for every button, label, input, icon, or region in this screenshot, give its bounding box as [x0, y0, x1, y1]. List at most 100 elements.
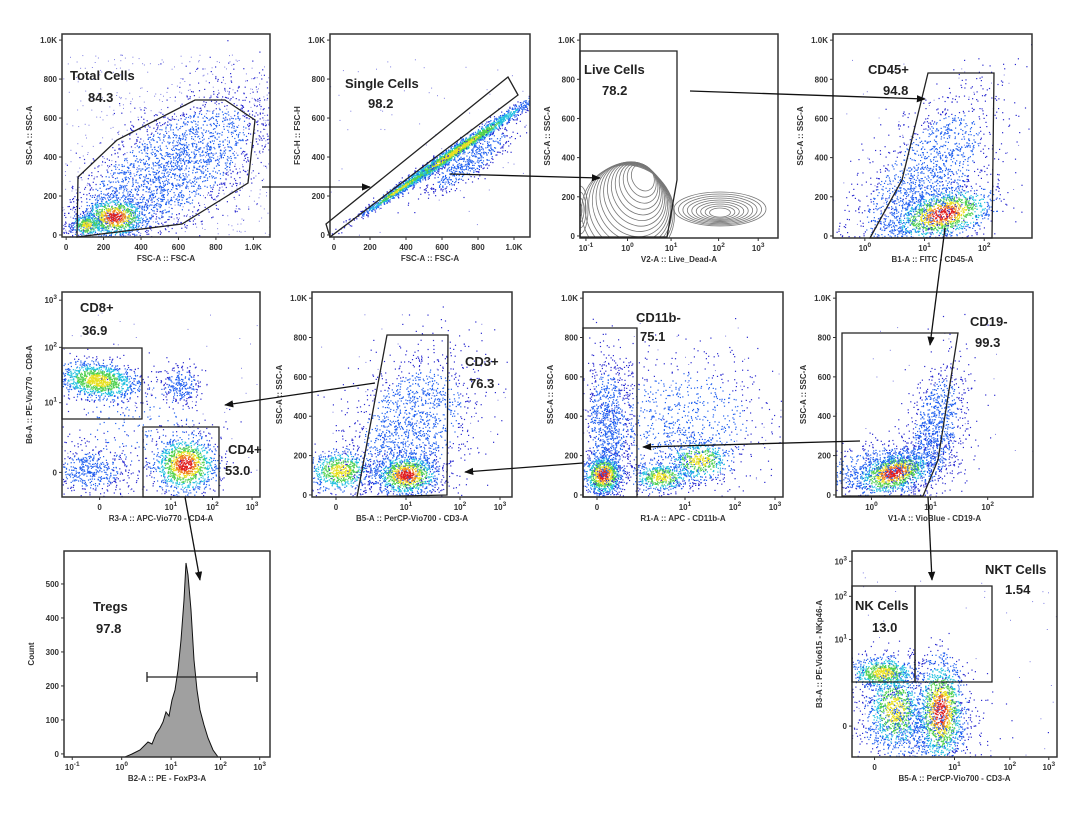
event-dot — [124, 195, 126, 197]
event-dot — [198, 151, 200, 153]
event-dot — [110, 226, 112, 228]
event-dot — [226, 169, 228, 171]
gate[interactable] — [76, 99, 256, 238]
event-dot — [175, 134, 177, 136]
event-dot — [70, 149, 72, 151]
event-dot — [304, 158, 305, 159]
event-dot — [134, 234, 136, 236]
event-dot — [82, 230, 84, 232]
event-dot — [130, 101, 132, 103]
event-dot — [161, 199, 163, 201]
event-dot — [154, 153, 156, 155]
event-dot — [203, 138, 205, 140]
event-dot — [216, 104, 217, 106]
event-dot — [173, 196, 175, 198]
event-dot — [101, 217, 103, 219]
event-dot — [103, 212, 105, 214]
event-dot — [85, 259, 86, 260]
event-dot — [106, 226, 108, 228]
event-dot — [242, 140, 244, 142]
event-dot — [115, 211, 117, 213]
event-dot — [226, 166, 228, 168]
event-dot — [164, 155, 166, 157]
event-dot — [107, 231, 109, 233]
event-dot — [125, 254, 126, 255]
event-dot — [123, 202, 125, 204]
event-dot — [134, 147, 136, 149]
event-dot — [56, 270, 57, 271]
event-dot — [95, 183, 97, 186]
event-dot — [96, 116, 98, 118]
event-dot — [170, 160, 172, 162]
event-dot — [157, 200, 159, 202]
event-dot — [211, 67, 213, 69]
event-dot — [153, 193, 155, 195]
event-dot — [139, 159, 141, 161]
event-dot — [186, 154, 188, 156]
event-dot — [251, 97, 253, 99]
event-dot — [100, 181, 103, 183]
event-dot — [118, 198, 119, 199]
event-dot — [88, 183, 90, 185]
event-dot — [234, 163, 236, 165]
event-dot — [103, 227, 105, 229]
event-dot — [87, 228, 89, 230]
event-dot — [157, 222, 159, 224]
event-dot — [187, 98, 189, 100]
event-dot — [84, 67, 86, 69]
event-dot — [77, 222, 79, 224]
event-dot — [102, 180, 104, 182]
event-dot — [60, 208, 61, 209]
event-dot — [116, 95, 118, 96]
event-dot — [242, 169, 245, 171]
event-dot — [97, 171, 99, 173]
event-dot — [477, 129, 480, 131]
event-dot — [95, 218, 97, 220]
event-dot — [91, 221, 93, 223]
event-dot — [104, 222, 107, 224]
event-dot — [146, 180, 148, 183]
event-dot — [90, 214, 93, 216]
event-dot — [118, 148, 120, 150]
event-dot — [137, 194, 139, 196]
event-dot — [218, 113, 220, 115]
event-dot — [235, 129, 237, 131]
event-dot — [128, 178, 131, 180]
event-dot — [58, 171, 59, 172]
event-dot — [139, 234, 141, 236]
event-dot — [129, 210, 131, 212]
event-dot — [80, 225, 82, 227]
event-dot — [144, 220, 146, 222]
event-dot — [120, 214, 122, 216]
event-dot — [67, 63, 69, 65]
event-dot — [137, 219, 139, 221]
event-dot — [115, 214, 117, 217]
event-dot — [90, 213, 92, 215]
event-dot — [167, 162, 169, 164]
event-dot — [265, 165, 267, 167]
event-dot — [75, 189, 77, 191]
event-dot — [124, 177, 126, 179]
event-dot — [154, 177, 157, 179]
event-dot — [197, 136, 199, 138]
event-dot — [162, 187, 164, 189]
event-dot — [130, 215, 132, 217]
event-dot — [149, 136, 151, 138]
event-dot — [180, 115, 182, 117]
event-dot — [259, 152, 261, 154]
event-dot — [157, 171, 160, 173]
event-dot — [146, 147, 148, 149]
event-dot — [248, 125, 250, 128]
event-dot — [178, 194, 180, 197]
event-dot — [199, 147, 201, 149]
event-dot — [92, 215, 94, 217]
event-dot — [166, 154, 168, 156]
event-dot — [211, 177, 213, 179]
event-dot — [132, 216, 134, 218]
event-dot — [169, 137, 171, 139]
event-dot — [118, 204, 120, 206]
event-dot — [68, 241, 69, 242]
event-dot — [462, 139, 464, 141]
event-dot — [214, 128, 216, 130]
event-dot — [118, 215, 120, 218]
